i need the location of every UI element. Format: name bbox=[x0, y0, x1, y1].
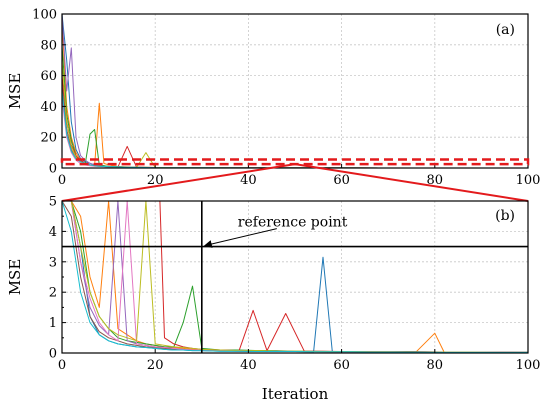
panel-b-xlabel: Iteration bbox=[262, 385, 329, 403]
panel-b: 0 20 40 60 80 100 0 1 2 3 4 5 reference point MSE I… bbox=[6, 195, 540, 404]
zoom-connector-right bbox=[294, 163, 529, 202]
panel-a-series bbox=[61, 13, 528, 169]
panel-a-ytick-label: 20 bbox=[40, 131, 57, 146]
panel-a-xtick-label: 60 bbox=[333, 173, 350, 188]
panel-b-tag: (b) bbox=[495, 208, 515, 224]
panel-b-xtick-label: 60 bbox=[333, 358, 350, 373]
panel-a-xtick-label: 40 bbox=[240, 173, 257, 188]
panel-a: 0 20 40 60 80 100 0 20 40 60 80 100 MSE (a) bbox=[6, 8, 540, 189]
panel-a-series-line-5 bbox=[61, 13, 528, 169]
panel-b-ytick-label: 0 bbox=[49, 347, 57, 362]
zoom-box bbox=[60, 158, 530, 166]
panel-b-ytick-label: 4 bbox=[49, 225, 57, 240]
panel-b-xtick-label: 80 bbox=[427, 358, 444, 373]
panel-a-tag: (a) bbox=[496, 22, 515, 38]
panel-b-ytick-label: 2 bbox=[49, 286, 57, 301]
panel-b-xtick-label: 0 bbox=[58, 358, 66, 373]
panel-b-ytick-label: 3 bbox=[49, 255, 57, 270]
panel-a-grid bbox=[62, 14, 528, 168]
panel-a-series-line-6 bbox=[61, 83, 528, 169]
panel-a-ytick-label: 80 bbox=[40, 38, 57, 53]
panel-a-frame bbox=[61, 13, 529, 169]
panel-a-xtick-label: 20 bbox=[147, 173, 164, 188]
reference-arrow bbox=[203, 228, 277, 248]
zoom-connector bbox=[61, 163, 529, 202]
panel-b-ylabel: MSE bbox=[6, 259, 24, 296]
panel-a-ytick-label: 60 bbox=[40, 69, 57, 84]
panel-b-ticks: 0 20 40 60 80 100 0 1 2 3 4 5 bbox=[49, 195, 541, 374]
panel-a-series-line-8 bbox=[61, 60, 528, 169]
panel-b-xtick-label: 20 bbox=[147, 358, 164, 373]
panel-a-ytick-label: 100 bbox=[32, 8, 57, 23]
panel-b-xtick-label: 100 bbox=[516, 358, 541, 373]
panel-a-xtick-label: 100 bbox=[516, 173, 541, 188]
panel-b-ytick-label: 1 bbox=[49, 316, 57, 331]
panel-a-ticks: 0 20 40 60 80 100 0 20 40 60 80 100 bbox=[32, 8, 540, 189]
panel-b-ytick-label: 5 bbox=[49, 195, 57, 210]
reference-point-label: reference point bbox=[238, 215, 348, 231]
panel-a-xtick-label: 80 bbox=[427, 173, 444, 188]
zoom-connector-left bbox=[61, 163, 296, 202]
panel-a-ylabel: MSE bbox=[6, 73, 24, 110]
panel-a-series-line-4 bbox=[61, 75, 528, 169]
panel-a-ytick-label: 0 bbox=[49, 162, 57, 177]
panel-a-series-line-1 bbox=[61, 13, 528, 169]
panel-a-series-line-2 bbox=[61, 21, 528, 169]
panel-a-ytick-label: 40 bbox=[40, 100, 57, 115]
panel-a-xtick-label: 0 bbox=[58, 173, 66, 188]
panel-b-xtick-label: 40 bbox=[240, 358, 257, 373]
